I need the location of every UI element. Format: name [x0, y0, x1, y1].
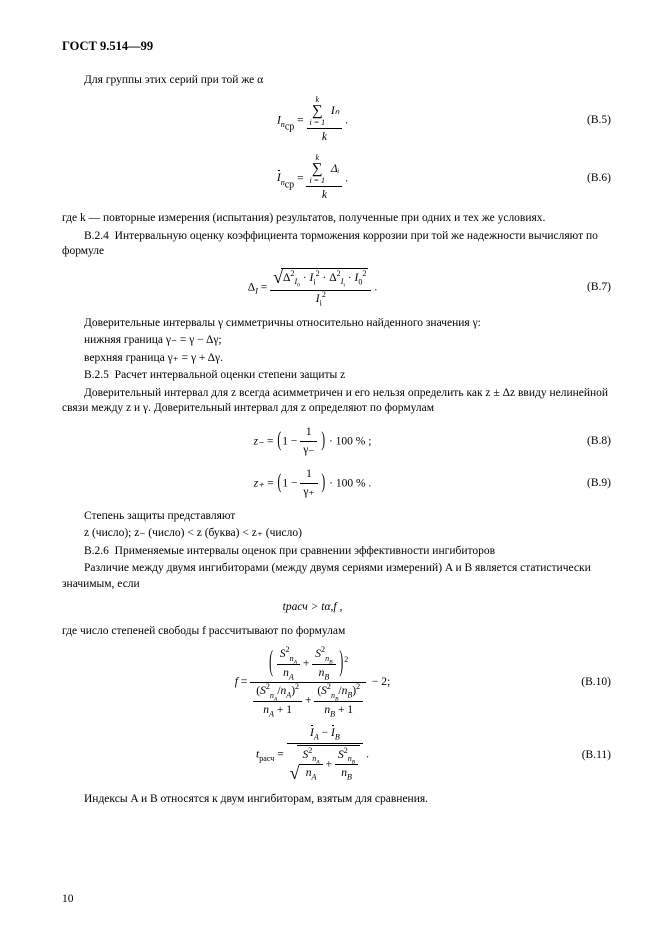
para-diff: Различие между двумя ингибиторами (между… — [62, 561, 611, 592]
para-indices: Индексы A и B относятся к двум ингибитор… — [62, 792, 611, 808]
page: ГОСТ 9.514—99 Для группы этих серий при … — [0, 0, 661, 936]
para-zrep: Степень защиты представляют — [62, 509, 611, 525]
equation-b5: Inср = k ∑ i = 1 Iₙ k . (В.5) — [62, 96, 611, 146]
para-confint: Доверительные интервалы γ симметричны от… — [62, 316, 611, 332]
equation-tcond: tрасч > tα,f , — [62, 600, 611, 616]
para-dof: где число степеней свободы f рассчитываю… — [62, 624, 611, 640]
eqnum-b9: (В.9) — [563, 476, 611, 492]
para-where-k: где k — повторные измерения (испытания) … — [62, 211, 611, 227]
para-intro: Для группы этих серий при той же α — [62, 73, 611, 89]
equation-b7: ΔI = √ Δ2I0 · Ii2 · Δ2Ii · I02 Ii2 . (В.… — [62, 268, 611, 308]
eqnum-b11: (В.11) — [563, 748, 611, 764]
eqnum-b7: (В.7) — [563, 280, 611, 296]
eqnum-b8: (В.8) — [563, 434, 611, 450]
para-lowbound: нижняя граница γ₋ = γ − Δγ; — [62, 333, 611, 349]
para-asym: Доверительный интервал для z всегда асим… — [62, 386, 611, 417]
para-b26: В.2.6 Применяемые интервалы оценок при с… — [62, 544, 611, 560]
equation-b9: z₊ = (1 − 1γ₊ ) · 100 % . (В.9) — [62, 467, 611, 501]
eqnum-b10: (В.10) — [563, 675, 611, 691]
equation-b11: tрасч = IA − IB √ S2nAnA + S2nBnB . (В.1… — [62, 726, 611, 784]
equation-b6: Inср = k ∑ i = 1 Δᵢ k . (В.6) — [62, 154, 611, 204]
eqnum-b6: (В.6) — [563, 171, 611, 187]
equation-b8: z₋ = (1 − 1γ₋ ) · 100 % ; (В.8) — [62, 425, 611, 459]
doc-header: ГОСТ 9.514—99 — [62, 38, 611, 55]
para-zineq: z (число); z₋ (число) < z (буква) < z₊ (… — [62, 526, 611, 542]
page-number: 10 — [62, 892, 74, 908]
eqnum-b5: (В.5) — [563, 113, 611, 129]
para-upbound: верхняя граница γ₊ = γ + Δγ. — [62, 351, 611, 367]
equation-b10: f = ( S2nAnA + S2nBnB )2 (S2nA/nA)2nA + … — [62, 647, 611, 718]
para-b25: В.2.5 Расчет интервальной оценки степени… — [62, 368, 611, 384]
para-b24: В.2.4 Интервальную оценку коэффициента т… — [62, 229, 611, 260]
